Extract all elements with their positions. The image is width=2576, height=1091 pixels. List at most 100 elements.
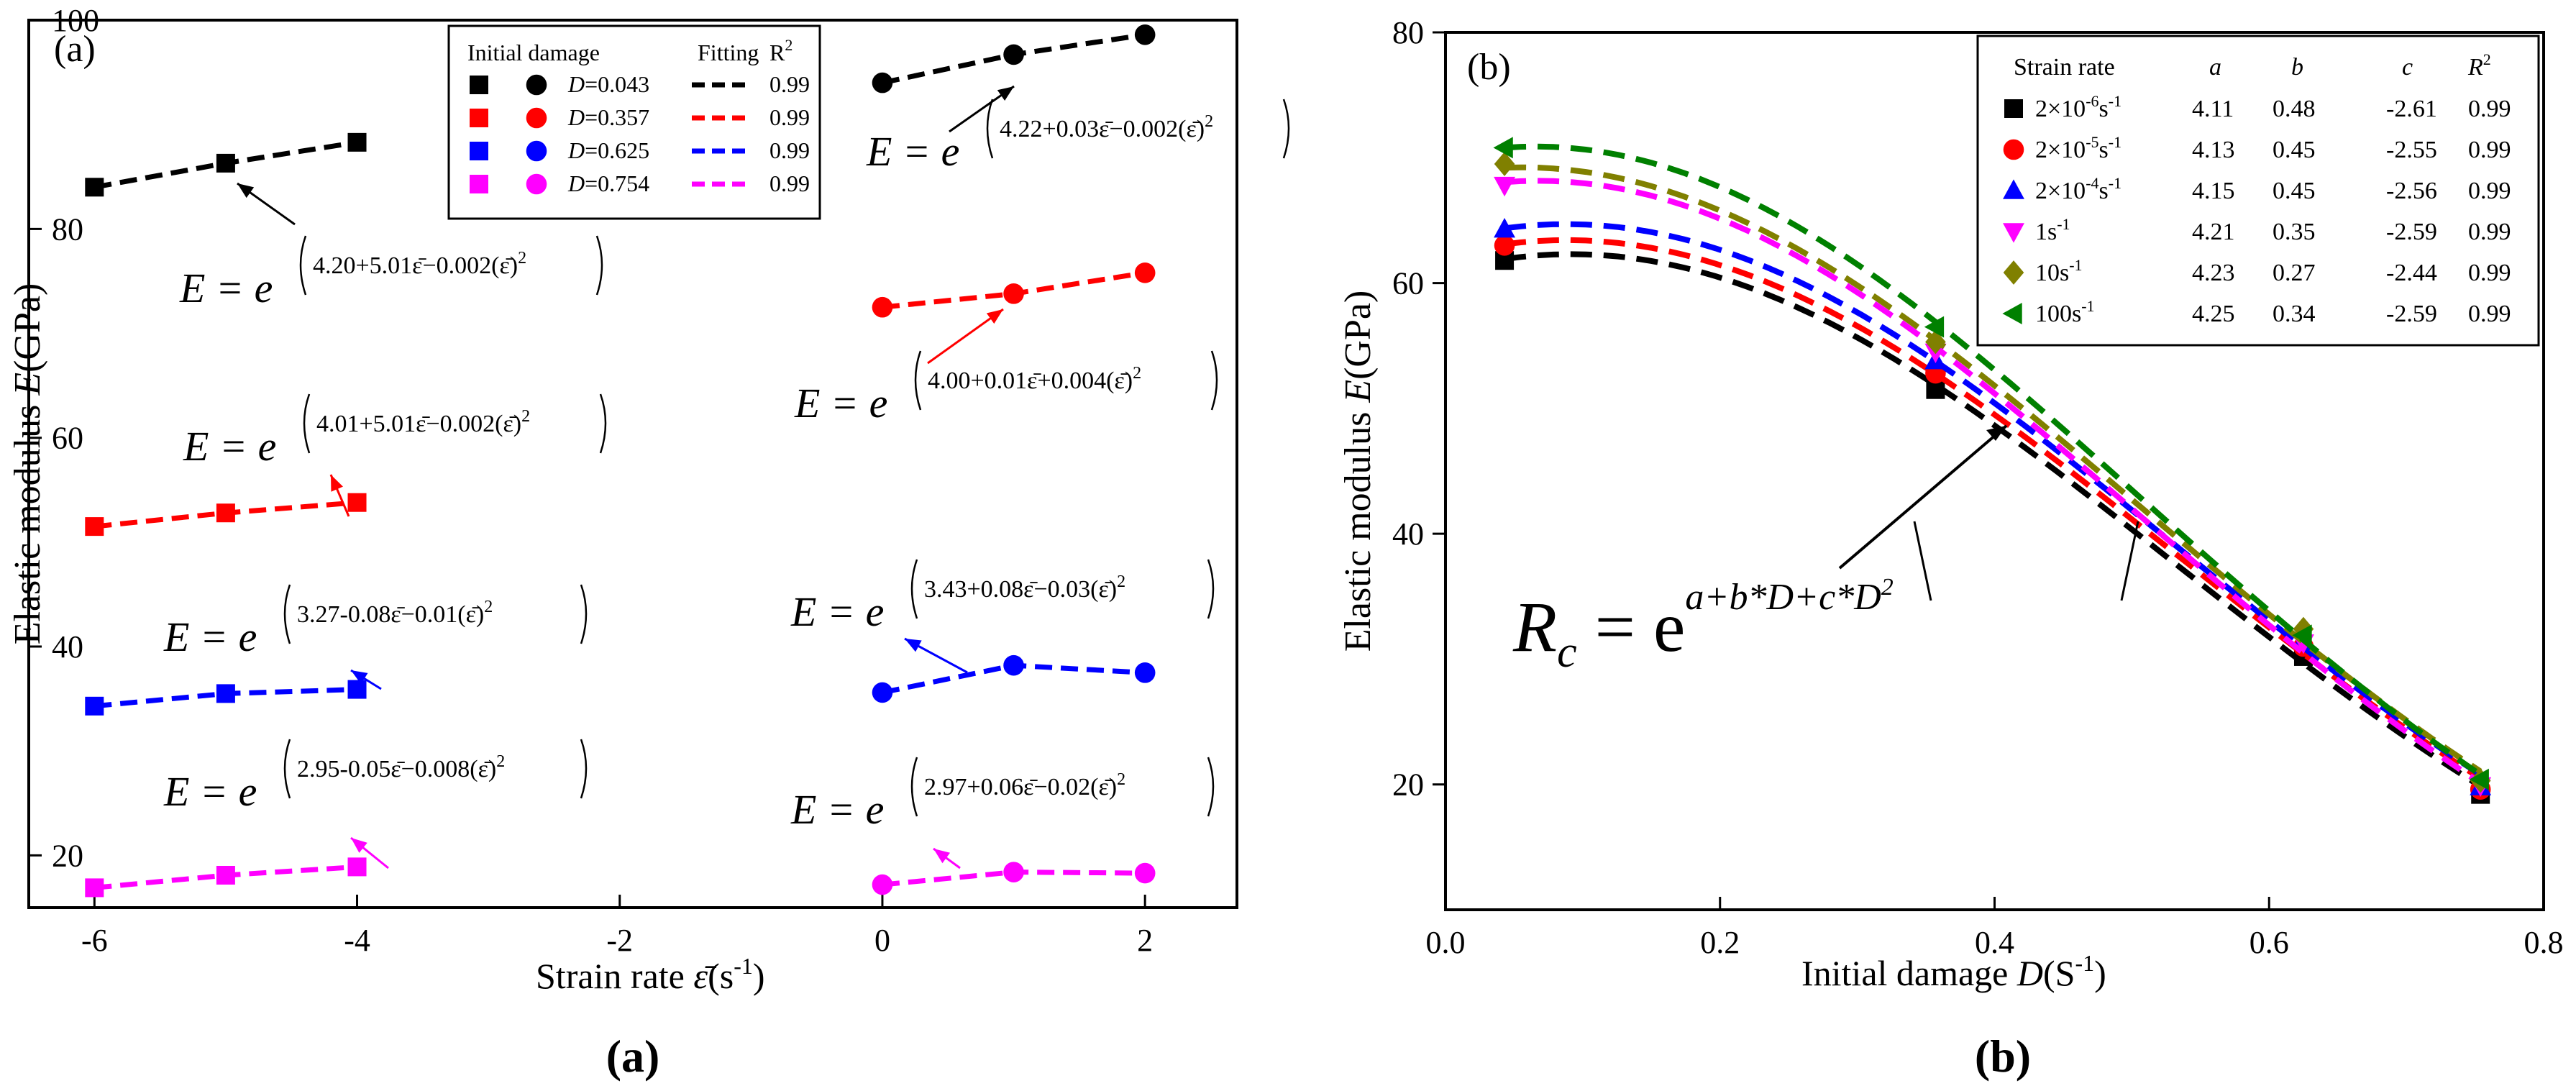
equation-arrowhead [351,670,368,685]
equation-a-exp: 4.20+5.01ε̄−0.002(ε̄)2 [313,249,526,279]
legend-label-unit-exp: -1 [2081,297,2094,315]
x-tick-label-b: 0.6 [2250,925,2289,960]
legend-b-value: 0.45 [2273,178,2316,204]
data-point-circle [1134,662,1156,683]
x-axis-label-a: Strain rate ε̄(s-1) [536,953,765,996]
legend-r2-a: 0.99 [769,104,810,130]
eq-b-parens [1913,521,2139,601]
legend-label-unit: s [2072,301,2081,327]
legend-label-val: =0.625 [585,137,649,163]
legend-r2-value: 0.99 [2468,137,2511,163]
legend-a-value: 4.23 [2192,260,2235,286]
legend-header-initial-damage: Initial damage [467,40,600,65]
legend-c-value: -2.55 [2386,137,2437,163]
y-tick-label-b: 80 [1392,15,1424,50]
equation-a-parens [303,393,607,454]
legend-marker-b [2003,139,2024,160]
legend-label-b: 2×10-6s-1 [2035,92,2121,122]
legend-header-r-sup: 2 [785,36,793,54]
y-label-var-b: E [1338,380,1379,403]
legend-label-val: =0.043 [585,71,649,97]
panel-tag-b: (b) [1467,47,1511,88]
legend-label-exp: -5 [2086,133,2098,151]
eq-b-arrow [1838,424,2008,570]
data-point-square [347,132,367,152]
legend-marker-circle [526,173,547,195]
equation-a-exp-body: 4.22+0.03ε̄−0.002(ε̄) [1000,116,1205,142]
x-axis-a: -6 -4 -2 0 2 [81,895,1153,958]
caption-b: (b) [1975,1031,2031,1082]
legend-header-r-b: R [2467,54,2483,81]
eq-b-mid: = e [1577,587,1686,667]
legend-rows-b: 2×10-6s-1 4.11 0.48 -2.61 0.992×10-5s-1 4.13 0… [2002,92,2511,327]
legend-label-exp: -4 [2086,174,2098,192]
equation-a-exp-sup: 2 [1117,572,1125,591]
equation-a-parens [283,584,588,644]
equation-b: Rc = ea+b*D+c*D2 [1512,574,1894,677]
legend-r2-value: 0.99 [2468,96,2511,122]
equation-a-exp: 3.43+0.08ε̄−0.03(ε̄)2 [924,572,1125,603]
legend-header-strain-rate: Strain rate [2014,54,2115,81]
data-point-square [347,493,367,512]
legend-label-base: 10 [2035,260,2060,286]
data-point-square [347,680,367,699]
legend-header-r-sup-b: 2 [2483,50,2491,68]
legend-a-value: 4.11 [2192,96,2234,122]
legend-c-value: -2.56 [2386,178,2437,204]
legend-header-r2: R2 [769,36,793,65]
data-point-circle [1134,862,1156,884]
caption-a: (a) [606,1031,660,1082]
equation-a-exp-sup: 2 [496,752,505,771]
legend-label-b: 100s-1 [2035,297,2095,327]
legend-b-value: 0.34 [2273,301,2316,327]
legend-r2-a: 0.99 [769,170,810,196]
legend-label-unit-exp: -1 [2069,256,2082,274]
y-label-unit-a: (GPa) [7,283,48,373]
equation-arrowhead [237,183,255,198]
legend-a-value: 4.15 [2192,178,2235,204]
legend-label-base: 2×10 [2035,96,2086,122]
equation-a-r-2: E = e [790,588,884,635]
legend-c-value: -2.61 [2386,96,2437,122]
equation-a-exp-body: 3.27-0.08ε̄−0.01(ε̄) [297,601,484,628]
legend-label-unit: s [2099,96,2109,122]
legend-c-value: -2.59 [2386,301,2437,327]
series-a [85,24,1156,898]
eq-b-arrowhead [1986,426,2006,441]
data-point-triangle-left [2469,768,2489,790]
eq-b-exp-sup: 2 [1881,574,1894,601]
legend-label-unit: s [2047,219,2057,245]
series-b [1493,137,2492,804]
equation-a-parens [914,350,1218,411]
legend-label-val: =0.357 [585,104,649,130]
data-point-circle [872,874,893,895]
data-point-triangle-up [1494,218,1516,238]
y-tick-label-b: 20 [1392,767,1424,803]
legend-a: Initial damage Fitting R2 D=0.043 0.99 D=0… [447,24,821,220]
legend-header-fitting: Fitting [698,40,759,65]
equation-a-exp: 2.95-0.05ε̄−0.008(ε̄)2 [297,752,505,782]
legend-marker-b [2003,179,2024,199]
legend-label-var: D [567,71,585,97]
equation-a-r-3: E = e [790,786,884,833]
legend-label-base: 1 [2035,219,2047,245]
equation-a-l-0: E = e [179,265,273,311]
legend-a-value: 4.25 [2192,301,2235,327]
y-tick-label-a: 40 [52,629,83,665]
y-tick-label-b: 60 [1392,266,1424,301]
legend-label-unit-exp: -1 [2109,174,2121,192]
y-axis-a: 20 40 60 80 100 [29,3,99,873]
equation-a-exp-body: 4.20+5.01ε̄−0.002(ε̄) [313,252,518,279]
equation-a-r-0: E = e [866,128,959,175]
x-tick-label-a: 2 [1137,923,1153,958]
data-point-triangle-down [1494,176,1516,197]
equation-a-exp-sup: 2 [521,407,530,426]
legend-label-base: 2×10 [2035,178,2086,204]
equation-a-exp-body: 3.43+0.08ε̄−0.03(ε̄) [924,576,1117,603]
x-label-prefix-a: Strain rate [536,956,693,996]
legend-label-a: D=0.357 [567,104,649,130]
x-tick-label-b: 0.8 [2524,925,2564,960]
legend-label-base: 2×10 [2035,137,2086,163]
legend-marker-b [2002,303,2022,324]
legend-label-b: 10s-1 [2035,256,2083,286]
